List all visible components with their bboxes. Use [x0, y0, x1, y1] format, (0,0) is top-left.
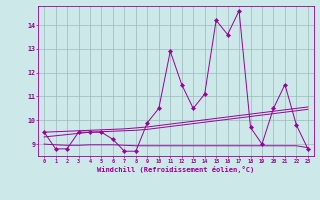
X-axis label: Windchill (Refroidissement éolien,°C): Windchill (Refroidissement éolien,°C)	[97, 166, 255, 173]
